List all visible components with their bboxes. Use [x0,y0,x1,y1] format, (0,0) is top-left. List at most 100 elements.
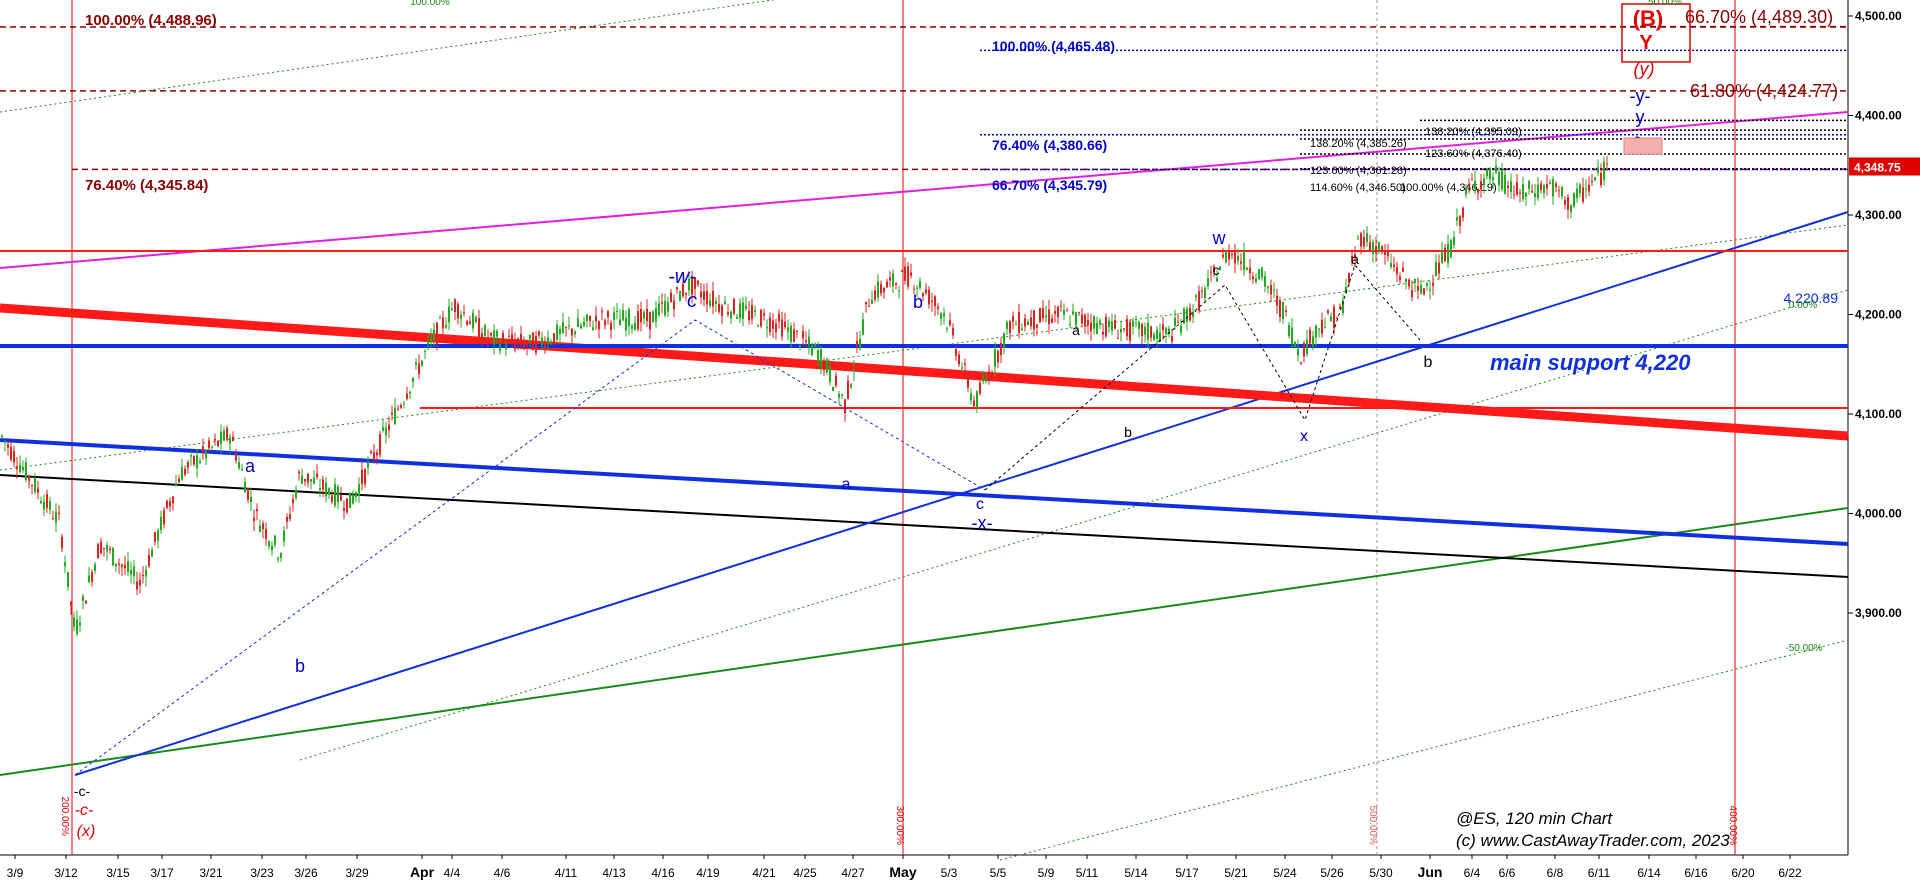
wave-label[interactable]: x [1300,428,1308,445]
wave-label[interactable]: (B) [1633,6,1664,31]
wave-label[interactable]: y [1636,107,1645,127]
candle-body [1216,278,1218,282]
candle-body [79,622,81,626]
wave-label[interactable]: -c- [75,802,94,819]
candle-body [34,477,36,492]
wave-label[interactable]: (y) [1634,59,1655,79]
candle-body [385,427,387,436]
wave-label[interactable]: -y- [1630,86,1651,106]
wave-label[interactable]: a [842,476,851,493]
candle-body [1153,334,1155,341]
candle-body [1105,316,1107,337]
candle-body [1249,267,1251,274]
fib-level-label[interactable]: 66.70% (4,489.30) [1685,7,1833,27]
candle-body [1258,269,1260,280]
candle-body [739,303,741,319]
candle-body [889,277,891,281]
fib-level-label[interactable]: 123.60% (4,361.28) [1310,165,1407,177]
wave-label[interactable]: Y [1639,32,1653,54]
fib-level-label[interactable]: 76.40% (4,380.66) [992,137,1107,153]
candle-body [1033,310,1035,330]
x-tick-label: 3/21 [199,866,223,880]
candle-body [448,306,450,323]
candle-body [1444,247,1446,262]
candle-body [1468,183,1470,186]
candle-body [484,325,486,336]
candle-body [427,340,429,344]
candle-body [1078,312,1080,314]
candle-body [1492,177,1494,181]
candle-body [661,302,663,304]
trend-line [74,211,1849,776]
candle-body [271,545,273,551]
candle-body [871,299,873,304]
candle-body [589,315,591,321]
wave-label[interactable]: a [1072,322,1080,338]
y-tick-label: 4,100.00 [1855,407,1902,421]
wave-label[interactable]: b [913,292,923,312]
candle-body [1372,241,1374,255]
candle-body [1069,324,1071,326]
candle-body [910,272,912,276]
wave-label[interactable]: -x- [972,513,993,533]
candle-body [1501,170,1503,190]
x-tick-label: 4/21 [752,866,776,880]
wave-label[interactable]: a [1351,251,1359,267]
candle-body [619,319,621,326]
candle-body [493,330,495,345]
candle-body [1174,317,1176,326]
fib-level-label[interactable]: 66.70% (4,345.79) [992,177,1107,193]
candle-body [1564,199,1566,205]
fib-level-label[interactable]: 76.40% (4,345.84) [85,177,208,194]
candle-body [418,363,420,374]
wave-label[interactable]: c [1213,262,1220,278]
candle-body [598,321,600,330]
candle-body [1543,185,1545,194]
candle-body [826,359,828,373]
wave-label[interactable]: b [1424,354,1433,371]
wave-label[interactable]: -c- [74,783,91,799]
wave-label[interactable]: c [976,496,984,513]
fib-level-label[interactable]: 61.80% (4,424.77) [1690,81,1838,101]
fib-level-label[interactable]: 114.60% (4,346.50) [1310,182,1406,194]
candle-body [142,574,144,577]
x-tick-label: 4/27 [841,866,865,880]
candle-body [346,498,348,513]
candle-body [412,377,414,382]
fib-level-label[interactable]: 100.00% (4,346.19) [1400,182,1497,194]
candle-body [526,344,528,346]
fib-level-label[interactable]: 100.00% (4,488.96) [85,12,217,29]
fib-level-label[interactable]: 100.00% (4,465.48) [992,38,1115,54]
candle-body [1024,318,1026,327]
candle-body [310,479,312,482]
candle-body [727,312,729,315]
candle-body [1549,182,1551,185]
candle-body [145,569,147,577]
candle-body [1558,190,1560,192]
candle-body [934,296,936,307]
candle-body [430,337,432,342]
fib-level-label[interactable]: 138.20% (4,385.26) [1310,138,1407,150]
x-tick-label: 4/19 [696,866,720,880]
candle-body [622,310,624,321]
fib-level-label[interactable]: 138.20% (4,395.09) [1425,126,1522,138]
wave-label[interactable]: (x) [77,823,96,840]
wave-label[interactable]: b [1124,424,1132,440]
candle-body [274,535,276,545]
wave-label[interactable]: c [687,290,697,312]
wave-label[interactable]: -w- [668,266,696,288]
candle-body [442,317,444,329]
candle-body [163,510,165,525]
candle-body [1441,251,1443,264]
candle-body [1504,174,1506,194]
candle-body [553,333,555,344]
wave-label[interactable]: a [245,456,256,476]
candle-body [121,564,123,567]
candle-body [1168,328,1170,335]
candle-body [1048,309,1050,325]
candle-body [1240,261,1242,264]
wave-label[interactable]: b [295,656,305,676]
candle-body [973,400,975,407]
wave-label[interactable]: w [1212,228,1227,248]
